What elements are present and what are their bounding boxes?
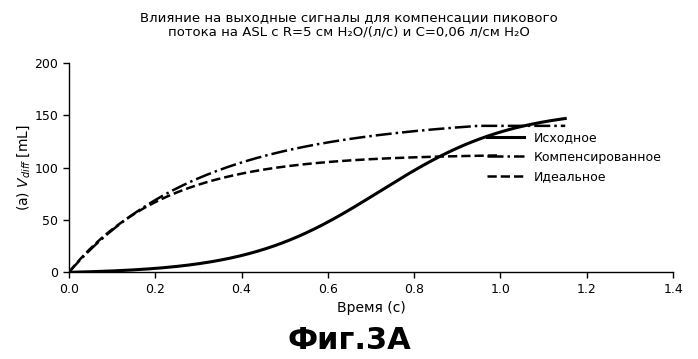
Идеальное (456, 154, 464, 158)
Исходное (66, 270, 75, 274)
Компенсированное (475, 124, 483, 128)
Line: Компенсированное: Компенсированное (69, 126, 565, 272)
Компенсированное (65, 270, 73, 275)
Legend: Исходное, Компенсированное, Идеальное: Исходное, Компенсированное, Идеальное (482, 126, 667, 188)
Исходное (514, 125, 523, 129)
Идеальное (322, 160, 330, 164)
Компенсированное (484, 124, 493, 128)
Компенсированное (369, 134, 377, 138)
Line: Идеальное: Идеальное (69, 155, 500, 272)
Исходное (369, 194, 377, 198)
Text: Влияние на выходные сигналы для компенсации пикового
потока на ASL с R=5 см H₂O/: Влияние на выходные сигналы для компенса… (140, 11, 558, 39)
X-axis label: Время (с): Время (с) (336, 301, 406, 315)
Text: Фиг.3А: Фиг.3А (287, 326, 411, 355)
Идеальное (65, 270, 73, 275)
Компенсированное (66, 268, 75, 272)
Исходное (65, 270, 73, 275)
Идеальное (429, 155, 437, 159)
Компенсированное (359, 135, 367, 139)
Идеальное (496, 153, 505, 158)
Идеальное (66, 269, 75, 273)
Компенсированное (517, 124, 525, 128)
Компенсированное (561, 124, 570, 128)
Идеальное (320, 160, 329, 164)
Исходное (360, 199, 369, 203)
Исходное (561, 116, 570, 121)
Y-axis label: (a) $V_{diff}$ [mL]: (a) $V_{diff}$ [mL] (15, 124, 32, 211)
Исходное (359, 200, 367, 204)
Исходное (483, 134, 491, 139)
Line: Исходное: Исходное (69, 118, 565, 272)
Компенсированное (360, 135, 369, 139)
Идеальное (329, 159, 337, 164)
